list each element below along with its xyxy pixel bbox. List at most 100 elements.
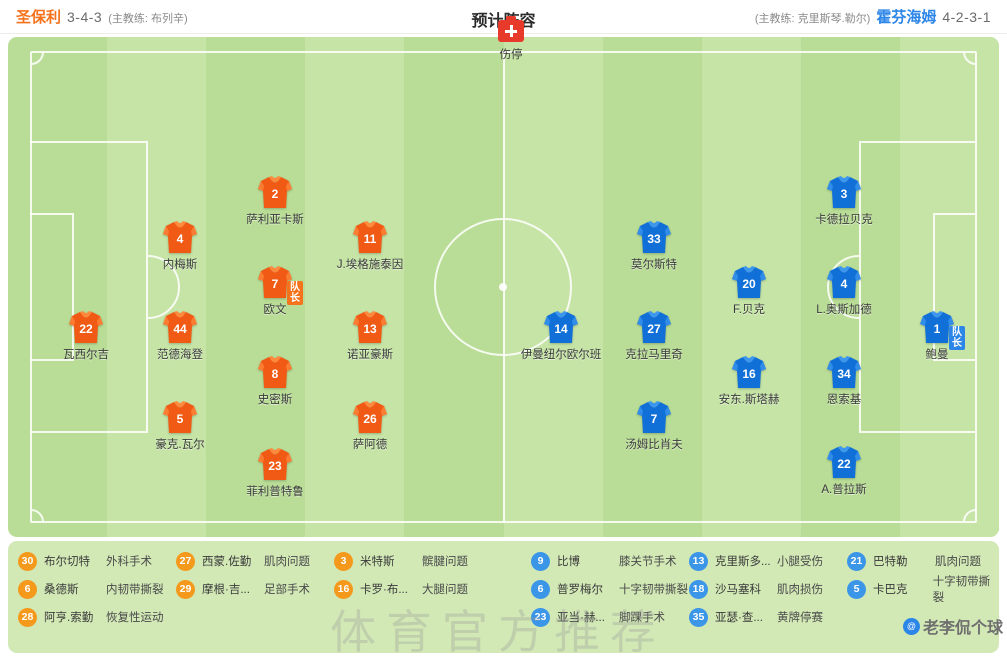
unavailable-row[interactable]: 18 沙马塞科 肌肉损伤 — [689, 575, 823, 603]
jersey-icon: 27 — [636, 310, 672, 344]
player-number: 11 — [363, 232, 377, 246]
player-name: F.贝克 — [733, 304, 765, 316]
player-home-8[interactable]: 8 史密斯 — [229, 355, 321, 407]
player-number: 20 — [742, 277, 756, 291]
unavailable-column-away: 13 克里斯多... 小腿受伤 18 沙马塞科 肌肉损伤 35 亚瑟·查... 黄牌停赛 — [689, 547, 823, 631]
unavailable-reason: 肌肉问题 — [935, 556, 981, 568]
unavailable-row[interactable]: 27 西蒙.佐勤 肌肉问题 — [176, 547, 310, 575]
unavailable-reason: 小腿受伤 — [777, 556, 823, 568]
unavailable-player-name: 巴特勒 — [873, 556, 908, 568]
unavailable-row[interactable]: 3 米特斯 髌腱问题 — [334, 547, 468, 575]
unavailable-player-name: 沙马塞科 — [715, 584, 761, 596]
pitch-stripe — [899, 37, 999, 537]
player-number: 14 — [554, 322, 568, 336]
unavailable-player-number: 28 — [18, 607, 37, 627]
unavailable-row[interactable]: 16 卡罗·布... 大腿问题 — [334, 575, 468, 603]
unavailable-row[interactable]: 35 亚瑟·查... 黄牌停赛 — [689, 603, 823, 631]
player-away-20[interactable]: 20 F.贝克 — [703, 265, 795, 317]
unavailable-row[interactable]: 29 摩根·吉... 足部手术 — [176, 575, 310, 603]
home-team-name: 圣保利 — [16, 9, 62, 26]
player-home-4[interactable]: 4 内梅斯 — [134, 220, 226, 272]
unavailable-row[interactable]: 9 比博 膝关节手术 — [531, 547, 688, 575]
player-away-7[interactable]: 7 汤姆比肖夫 — [608, 400, 700, 452]
player-name: A.普拉斯 — [821, 484, 867, 496]
player-home-2[interactable]: 2 萨利亚卡斯 — [229, 175, 321, 227]
player-number: 22 — [79, 322, 93, 336]
header-bar: 圣保利 3-4-3 (主教练: 布列辛) 预计阵容 (主教练: 克里斯琴.勒尔)… — [0, 0, 1007, 34]
player-home-5[interactable]: 5 豪克.瓦尔 — [134, 400, 226, 452]
jersey-icon: 5 — [162, 400, 198, 434]
player-home-44[interactable]: 44 范德海登 — [134, 310, 226, 362]
home-team-header: 圣保利 3-4-3 (主教练: 布列辛) — [6, 6, 198, 27]
unavailable-player-name: 西蒙.佐勤 — [202, 556, 252, 568]
player-number: 8 — [271, 367, 279, 381]
player-name: 欧文 — [263, 304, 287, 316]
player-away-34[interactable]: 34 恩索基 — [798, 355, 890, 407]
jersey-icon: 13 — [352, 310, 388, 344]
penalty-box-left — [30, 141, 148, 433]
player-home-13[interactable]: 13 诺亚豪斯 — [324, 310, 416, 362]
player-away-16[interactable]: 16 安东.斯塔赫 — [703, 355, 795, 407]
player-away-33[interactable]: 33 莫尔斯特 — [608, 220, 700, 272]
jersey-icon: 7 — [636, 400, 672, 434]
jersey-icon: 7 队长 — [257, 265, 303, 305]
unavailable-player-number: 6 — [18, 579, 37, 599]
player-home-7[interactable]: 7 队长 欧文 — [229, 265, 321, 317]
player-name: L.奥斯加德 — [816, 304, 872, 316]
unavailable-row[interactable]: 28 阿亨.索勤 恢复性运动 — [18, 603, 164, 631]
unavailable-player-name: 阿亨.索勤 — [44, 612, 94, 624]
penalty-box-right — [859, 141, 977, 433]
jersey-icon: 4 — [162, 220, 198, 254]
player-away-4[interactable]: 4 L.奥斯加德 — [798, 265, 890, 317]
unavailable-player-name: 普罗梅尔 — [557, 584, 603, 596]
jersey-icon: 34 — [826, 355, 862, 389]
unavailable-player-number: 23 — [531, 607, 550, 627]
player-away-27[interactable]: 27 克拉马里奇 — [608, 310, 700, 362]
player-home-11[interactable]: 11 J.埃格施泰因 — [324, 220, 416, 272]
player-number: 23 — [268, 459, 282, 473]
unavailable-player-number: 5 — [847, 579, 866, 599]
away-team-formation: 4-2-3-1 — [942, 9, 991, 25]
unavailable-reason: 十字韧带撕裂 — [619, 584, 688, 596]
unavailable-row[interactable]: 23 亚当·赫... 脚踝手术 — [531, 603, 688, 631]
unavailable-players-bar: 30 布尔切特 外科手术 6 桑德斯 内韧带撕裂 28 阿亨.索勤 恢复性运动 27 西蒙.佐勤 肌肉… — [8, 541, 999, 653]
player-away-22[interactable]: 22 A.普拉斯 — [798, 445, 890, 497]
player-home-22[interactable]: 22 瓦西尔吉 — [40, 310, 132, 362]
player-away-1[interactable]: 1 队长 鲍曼 — [891, 310, 983, 362]
player-number: 3 — [840, 187, 848, 201]
player-away-14[interactable]: 14 伊曼纽尔欧尔班 — [515, 310, 607, 362]
unavailable-row[interactable]: 6 桑德斯 内韧带撕裂 — [18, 575, 164, 603]
unavailable-column-away: 21 巴特勒 肌肉问题 5 卡巴克 十字韧带撕裂 — [847, 547, 999, 604]
unavailable-player-number: 3 — [334, 551, 353, 571]
player-home-23[interactable]: 23 菲利普特鲁 — [229, 447, 321, 499]
injury-icon-group: 伤停 — [488, 16, 534, 62]
unavailable-player-number: 35 — [689, 607, 708, 627]
player-away-3[interactable]: 3 卡德拉贝克 — [798, 175, 890, 227]
player-name: 伊曼纽尔欧尔班 — [520, 349, 602, 361]
player-name: 诺亚豪斯 — [347, 349, 393, 361]
jersey-icon: 2 — [257, 175, 293, 209]
unavailable-row[interactable]: 21 巴特勒 肌肉问题 — [847, 547, 999, 575]
unavailable-row[interactable]: 6 普罗梅尔 十字韧带撕裂 — [531, 575, 688, 603]
home-team-formation: 3-4-3 — [67, 9, 103, 25]
captain-badge: 队长 — [287, 281, 303, 305]
player-home-26[interactable]: 26 萨阿德 — [324, 400, 416, 452]
player-name: 范德海登 — [157, 349, 203, 361]
player-number: 4 — [840, 277, 848, 291]
unavailable-row[interactable]: 5 卡巴克 十字韧带撕裂 — [847, 575, 999, 604]
goal-box-right — [933, 213, 977, 361]
at-symbol-icon: @ — [902, 617, 920, 635]
player-name: 卡德拉贝克 — [815, 214, 873, 226]
away-team-name: 霍芬海姆 — [876, 9, 937, 26]
unavailable-reason: 膝关节手术 — [619, 556, 677, 568]
center-circle — [434, 218, 572, 356]
player-number: 1 — [933, 322, 941, 336]
unavailable-row[interactable]: 30 布尔切特 外科手术 — [18, 547, 164, 575]
player-number: 44 — [173, 322, 187, 336]
unavailable-row[interactable]: 13 克里斯多... 小腿受伤 — [689, 547, 823, 575]
player-number: 7 — [271, 277, 279, 291]
unavailable-reason: 足部手术 — [264, 584, 310, 596]
player-name: 克拉马里奇 — [625, 349, 683, 361]
center-spot — [499, 283, 507, 291]
unavailable-player-name: 卡巴克 — [873, 584, 908, 596]
